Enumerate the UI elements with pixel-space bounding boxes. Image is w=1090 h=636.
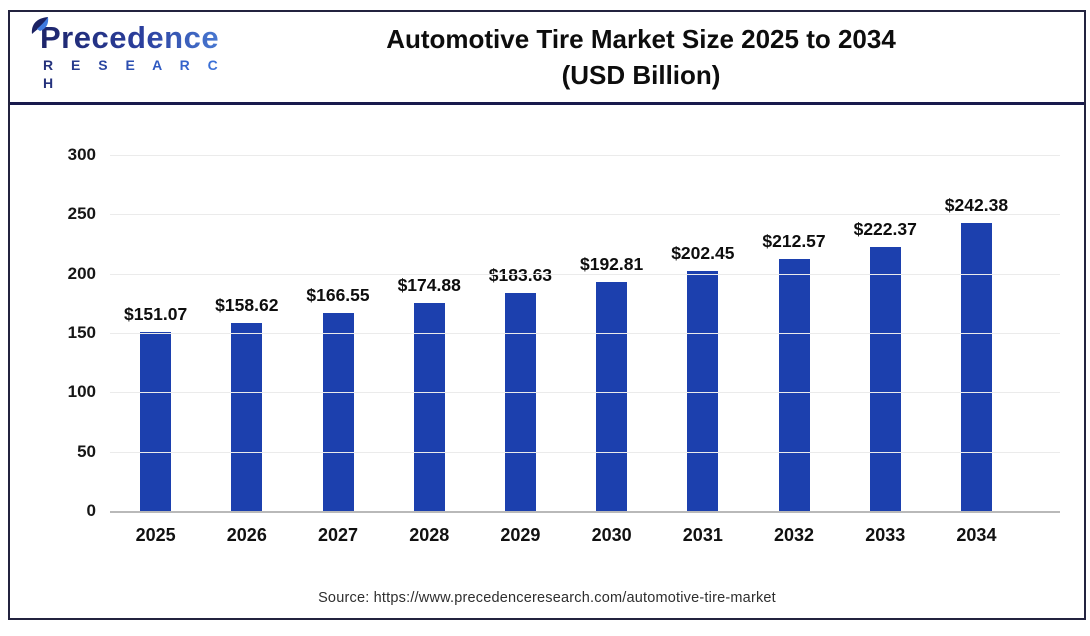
bar [687, 270, 719, 511]
gridline [110, 392, 1060, 394]
x-tick-label: 2030 [591, 525, 632, 545]
bar [869, 247, 901, 511]
bars-container: $151.07 $158.62 $166.55 $174.88 $183.63 $192.… [110, 155, 1022, 511]
chart-title-line-1: Automotive Tire Market Size 2025 to 2034 [386, 24, 896, 54]
y-tick-label: 100 [67, 382, 96, 402]
bar-column: $212.57 [748, 155, 839, 511]
bar-value-label: $212.57 [762, 230, 826, 251]
x-axis-labels: 2025 2026 2027 2028 2029 2030 2031 2032 2033 2034 [110, 525, 1022, 546]
bar-chart: $151.07 $158.62 $166.55 $174.88 $183.63 $192.… [10, 105, 1084, 618]
x-tick-label: 2026 [226, 525, 267, 545]
bar-column: $242.38 [931, 155, 1022, 511]
x-axis-line [110, 511, 1060, 513]
gridline [110, 155, 1060, 156]
bar-column: $222.37 [840, 155, 931, 511]
x-tick-label: 2034 [956, 525, 997, 545]
bar-value-label: $151.07 [123, 303, 188, 324]
bar [778, 258, 810, 511]
bar [231, 322, 263, 511]
bar-column: $166.55 [292, 155, 383, 511]
y-tick-label: 150 [67, 323, 96, 342]
bar [960, 223, 992, 511]
logo-wordmark: Precedence [26, 22, 238, 53]
bar-value-label: $183.63 [488, 265, 553, 286]
x-tick-label: 2027 [317, 525, 359, 545]
chart-title-block: Automotive Tire Market Size 2025 to 2034… [238, 21, 1084, 93]
gridline [110, 451, 1060, 453]
y-tick-label: 200 [67, 263, 96, 283]
x-tick-label: 2029 [500, 525, 541, 545]
bar-value-label: $222.37 [853, 219, 917, 240]
bar-column: $183.63 [475, 155, 566, 511]
bar-column: $202.45 [657, 155, 748, 511]
bar-value-label: $174.88 [397, 275, 461, 296]
header: Precedence R E S E A R C H Automotive Ti… [10, 12, 1084, 105]
bar-value-label: $202.45 [671, 242, 735, 263]
bar [596, 282, 628, 511]
bar-column: $192.81 [566, 155, 657, 511]
y-tick-label: 50 [77, 441, 96, 461]
y-tick-label: 300 [67, 145, 96, 164]
bar-value-label: $166.55 [306, 285, 370, 306]
y-tick-label: 0 [86, 501, 96, 520]
x-tick-label: 2025 [135, 525, 176, 545]
bar-column: $174.88 [384, 155, 475, 511]
bar [413, 303, 445, 511]
plot-area: $151.07 $158.62 $166.55 $174.88 $183.63 $192.… [68, 145, 1060, 520]
gridline [110, 214, 1060, 216]
gridline [110, 333, 1060, 334]
bar [140, 331, 172, 511]
bar [504, 293, 536, 511]
infographic-frame: Precedence R E S E A R C H Automotive Ti… [8, 10, 1086, 620]
chart-title-line-2: (USD Billion) [561, 60, 721, 90]
gridline [110, 273, 1060, 275]
x-tick-label: 2032 [774, 525, 815, 545]
x-tick-label: 2031 [682, 525, 723, 545]
x-tick-label: 2028 [409, 525, 450, 545]
x-tick-label: 2033 [865, 525, 906, 545]
bar-value-label: $242.38 [944, 195, 1009, 216]
bar-value-label: $192.81 [579, 254, 644, 275]
bar-value-label: $158.62 [215, 294, 279, 315]
bar-column: $151.07 [110, 155, 201, 511]
source-note: Source: https://www.precedenceresearch.c… [318, 590, 776, 606]
bar-column: $158.62 [201, 155, 292, 511]
y-tick-label: 250 [67, 204, 96, 224]
logo-subtitle: R E S E A R C H [26, 56, 238, 92]
precedence-research-logo: Precedence R E S E A R C H [26, 16, 238, 92]
bar [322, 313, 354, 511]
leaf-icon [28, 14, 54, 45]
